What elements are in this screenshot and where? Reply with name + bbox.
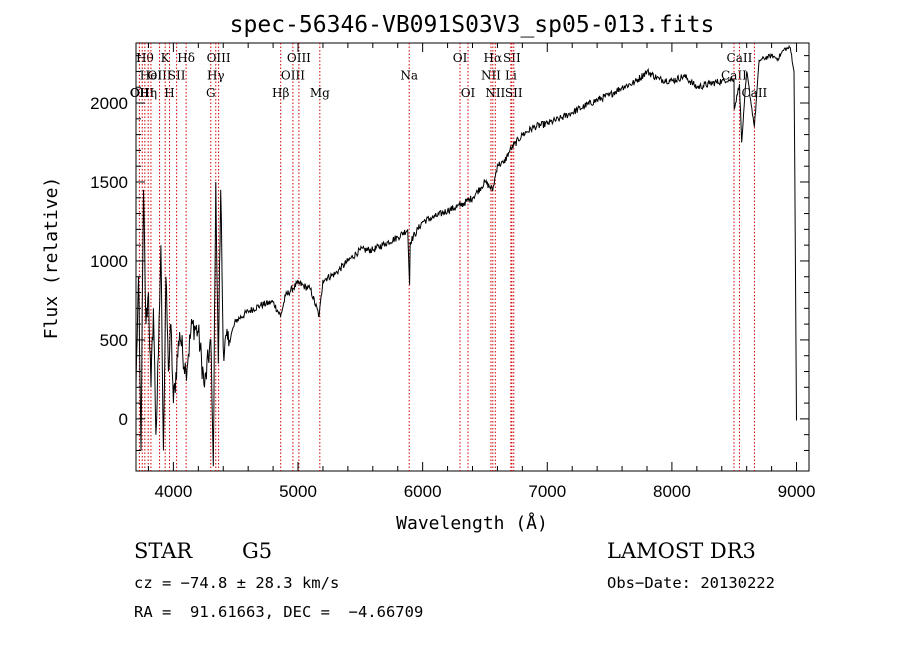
line-label: G bbox=[206, 86, 216, 100]
x-tick-label: 6000 bbox=[404, 482, 442, 501]
spectrum-line bbox=[135, 44, 797, 467]
redshift-cz: cz = −74.8 ± 28.3 km/s bbox=[134, 574, 340, 592]
spectral-line-markers: OIIOIIIHθHηHeIOIIIKHSIIHδGHγOIIIHβOIIIOI… bbox=[130, 43, 768, 471]
y-axis-label: Flux (relative) bbox=[41, 177, 62, 340]
line-label: OI bbox=[453, 51, 468, 65]
object-class: STAR bbox=[134, 539, 193, 563]
chart-title: spec-56346-VB091S03V3_sp05-013.fits bbox=[230, 12, 715, 38]
ra-dec: RA = 91.61663, DEC = −4.66709 bbox=[134, 603, 424, 621]
x-tick-label: 5000 bbox=[279, 482, 317, 501]
line-label: Hβ bbox=[272, 86, 289, 100]
y-tick-label: 1000 bbox=[90, 252, 128, 271]
line-label: Hη bbox=[139, 86, 157, 100]
line-label: NII bbox=[481, 69, 501, 83]
x-tick-label: 4000 bbox=[154, 482, 192, 501]
object-subclass: G5 bbox=[242, 539, 273, 563]
line-label: OIII bbox=[207, 51, 231, 65]
y-tick-label: 1500 bbox=[90, 173, 128, 192]
line-label: H bbox=[164, 86, 174, 100]
line-label: Na bbox=[400, 69, 418, 83]
axis-ticks: 4000 5000 6000 7000 8000 9000 0 500 1000 1500 2000 bbox=[90, 43, 815, 501]
y-tick-label: 500 bbox=[100, 331, 128, 350]
line-label: SII bbox=[168, 69, 186, 83]
line-label: Hθ bbox=[136, 51, 154, 65]
obs-date: Obs−Date: 20130222 bbox=[607, 574, 775, 592]
line-label: SII bbox=[505, 86, 523, 100]
survey-name: LAMOST DR3 bbox=[607, 539, 756, 563]
y-tick-label: 2000 bbox=[90, 94, 128, 113]
line-label: SII bbox=[503, 51, 521, 65]
y-tick-label: 0 bbox=[119, 410, 128, 429]
x-tick-label: 7000 bbox=[528, 482, 566, 501]
x-axis-label: Wavelength (Å) bbox=[396, 512, 548, 534]
line-label: HeI bbox=[140, 69, 163, 83]
line-label: NII bbox=[485, 86, 505, 100]
x-tick-label: 8000 bbox=[653, 482, 691, 501]
line-label: OIII bbox=[148, 69, 172, 83]
line-label: Hα bbox=[484, 51, 503, 65]
line-label: K bbox=[161, 51, 171, 65]
x-tick-label: 9000 bbox=[778, 482, 816, 501]
line-label: OI bbox=[461, 86, 476, 100]
line-label: Li bbox=[505, 69, 517, 83]
line-label: OIII bbox=[281, 69, 305, 83]
line-label: CaII bbox=[727, 51, 753, 65]
line-label: CaII bbox=[741, 86, 767, 100]
line-label: Hδ bbox=[177, 51, 195, 65]
line-label: Hγ bbox=[207, 69, 225, 83]
plot-frame bbox=[135, 42, 810, 472]
line-label: CaII bbox=[721, 69, 747, 83]
line-label: OIII bbox=[287, 51, 311, 65]
line-label: Mg bbox=[310, 86, 330, 100]
